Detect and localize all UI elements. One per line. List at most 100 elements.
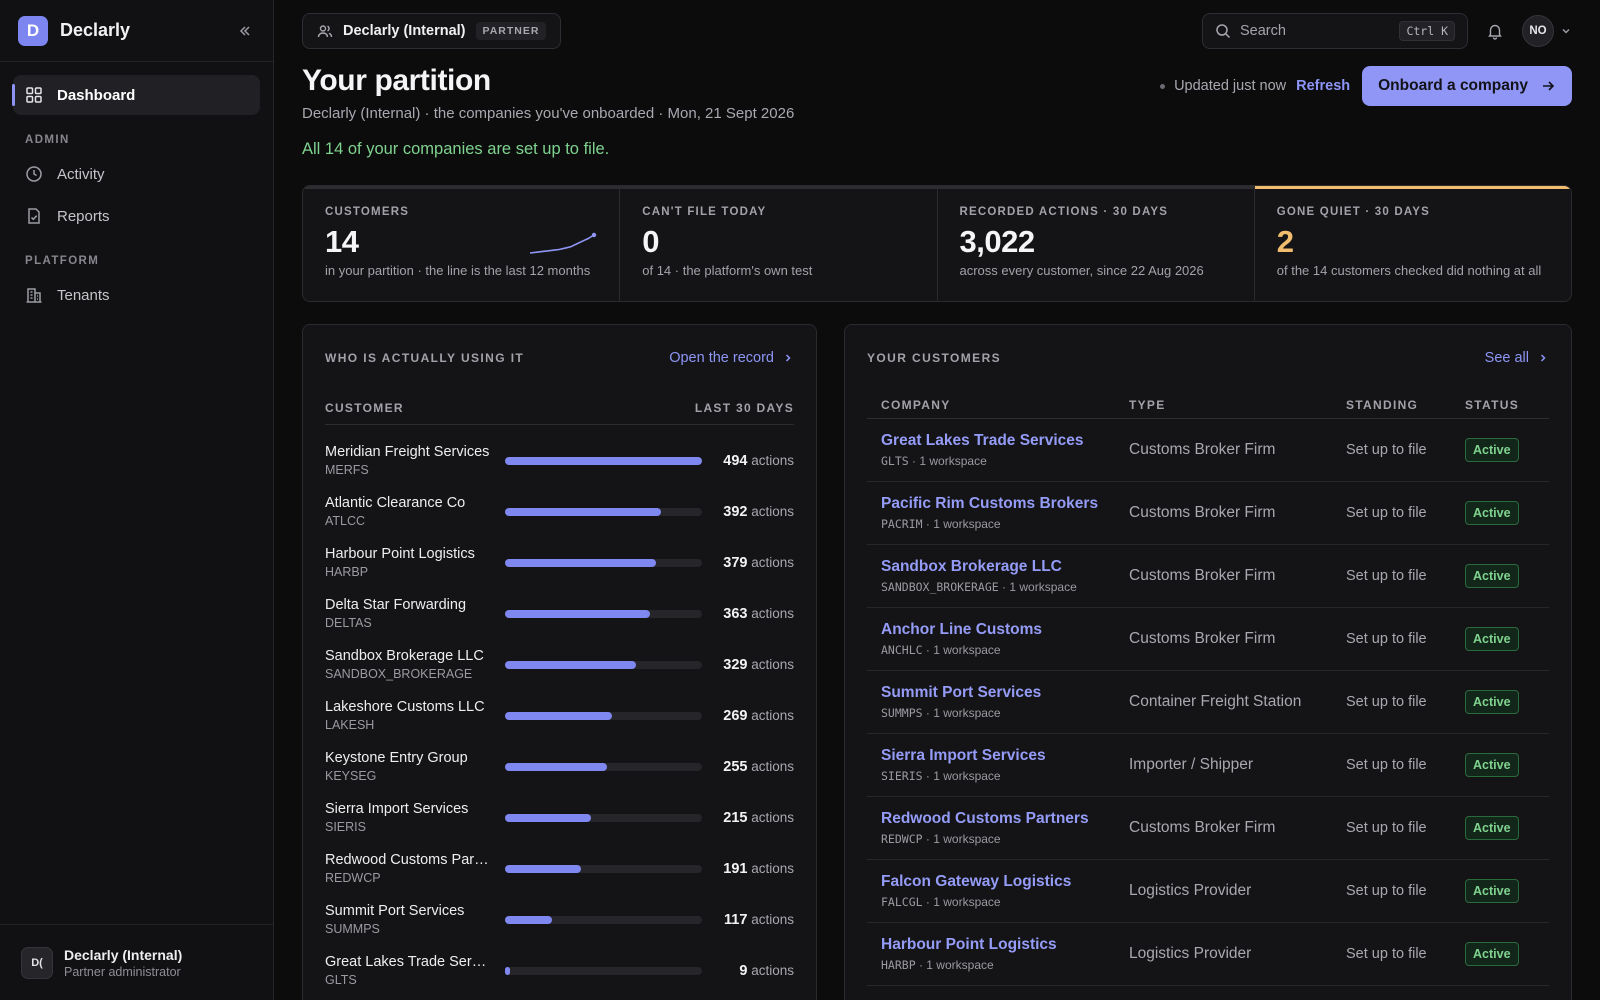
status-badge: Active xyxy=(1465,438,1519,462)
company-name-link[interactable]: Summit Port Services xyxy=(881,684,1042,701)
main-content: Declarly (Internal) PARTNER Search Ctrl … xyxy=(274,0,1600,1000)
company-name-link[interactable]: Harbour Point Logistics xyxy=(881,936,1057,953)
stat-recorded-actions: RECORDED ACTIONS · 30 DAYS 3,022 across … xyxy=(937,186,1255,301)
usage-bar-track xyxy=(505,660,702,669)
refresh-link[interactable]: Refresh xyxy=(1296,78,1351,94)
company-name-link[interactable]: Falcon Gateway Logistics xyxy=(881,873,1072,890)
table-row[interactable]: Harbour Point Logistics HARBP · 1 workspa… xyxy=(867,923,1549,986)
usage-count-unit: actions xyxy=(751,452,794,468)
chevron-down-icon[interactable] xyxy=(1560,25,1572,37)
company-standing: Set up to file xyxy=(1346,631,1427,647)
company-type: Container Freight Station xyxy=(1129,693,1302,710)
usage-customer-name: Delta Star Forwarding xyxy=(325,597,467,613)
usage-bar-track xyxy=(505,609,702,618)
workspace-switcher[interactable]: Declarly (Internal) PARTNER xyxy=(302,13,562,49)
sidebar-item-activity[interactable]: Activity xyxy=(13,154,260,194)
usage-row[interactable]: Sierra Import Services SIERIS 215 actions xyxy=(325,792,794,843)
company-name-link[interactable]: Anchor Line Customs xyxy=(881,621,1043,638)
usage-row[interactable]: Sandbox Brokerage LLC SANDBOX_BROKERAGE 32… xyxy=(325,639,794,690)
stat-label: CUSTOMERS xyxy=(325,206,410,218)
account-avatar[interactable]: NO xyxy=(1522,15,1554,47)
company-meta: ANCHLC · 1 workspace xyxy=(881,643,1001,657)
sidebar-item-tenants[interactable]: Tenants xyxy=(13,275,260,315)
usage-customer: Harbour Point Logistics HARBP xyxy=(325,546,505,579)
table-row[interactable]: Anchor Line Customs ANCHLC · 1 workspace C… xyxy=(867,608,1549,671)
company-standing: Set up to file xyxy=(1346,946,1427,962)
usage-count: 363 actions xyxy=(714,606,794,622)
status-cell: Active xyxy=(1465,690,1545,714)
usage-row[interactable]: Delta Star Forwarding DELTAS 363 actions xyxy=(325,588,794,639)
stat-label: GONE QUIET · 30 DAYS xyxy=(1276,206,1431,218)
usage-customer-code: HARBP xyxy=(325,565,369,579)
search-icon xyxy=(1215,23,1231,39)
company-name-link[interactable]: Redwood Customs Partners xyxy=(881,810,1089,827)
usage-bar-track xyxy=(505,915,702,924)
usage-row[interactable]: Atlantic Clearance Co ATLCC 392 actions xyxy=(325,486,794,537)
company-type: Importer / Shipper xyxy=(1129,756,1254,773)
company-type: Customs Broker Firm xyxy=(1129,441,1276,458)
user-role: Partner administrator xyxy=(64,964,181,979)
table-row[interactable]: Great Lakes Trade Services GLTS · 1 works… xyxy=(867,419,1549,482)
user-avatar: D( xyxy=(21,946,53,979)
onboard-company-button[interactable]: Onboard a company xyxy=(1362,66,1572,106)
open-record-link[interactable]: Open the record xyxy=(669,350,794,366)
usage-customer-name: Sandbox Brokerage LLC xyxy=(325,648,484,664)
usage-customer-code: DELTAS xyxy=(325,616,372,630)
search-input[interactable]: Search Ctrl K xyxy=(1202,13,1468,49)
company-type: Customs Broker Firm xyxy=(1129,567,1276,584)
table-row[interactable]: Redwood Customs Partners REDWCP · 1 works… xyxy=(867,797,1549,860)
status-cell: Active xyxy=(1465,879,1545,903)
company-name-link[interactable]: Sierra Import Services xyxy=(881,747,1046,764)
usage-row[interactable]: Summit Port Services SUMMPS 117 actions xyxy=(325,894,794,945)
table-row[interactable]: Falcon Gateway Logistics FALCGL · 1 works… xyxy=(867,860,1549,923)
usage-customer-name: Lakeshore Customs LLC xyxy=(325,699,485,715)
usage-bar-track xyxy=(505,456,702,465)
sidebar-item-reports[interactable]: Reports xyxy=(13,196,260,236)
company-code: SANDBOX_BROKERAGE xyxy=(881,580,999,594)
sidebar-item-dashboard[interactable]: Dashboard xyxy=(12,75,260,115)
company-name-link[interactable]: Pacific Rim Customs Brokers xyxy=(881,495,1099,512)
usage-count: 191 actions xyxy=(714,861,794,877)
search-placeholder: Search xyxy=(1240,23,1286,39)
company-code: ANCHLC xyxy=(881,643,923,657)
topbar-actions: Search Ctrl K NO xyxy=(1202,13,1572,49)
usage-bar-track xyxy=(505,813,702,822)
usage-count-value: 269 xyxy=(723,707,748,724)
company-standing: Set up to file xyxy=(1346,883,1427,899)
usage-row[interactable]: Redwood Customs Partners REDWCP 191 action… xyxy=(325,843,794,894)
usage-bar-track xyxy=(505,558,702,567)
usage-count: 9 actions xyxy=(714,963,794,979)
usage-row[interactable]: Meridian Freight Services MERFS 494 action… xyxy=(325,435,794,486)
usage-row[interactable]: Harbour Point Logistics HARBP 379 actions xyxy=(325,537,794,588)
sidebar-item-label: Tenants xyxy=(57,286,110,304)
header-actions: Updated just now Refresh Onboard a compa… xyxy=(1160,66,1572,106)
usage-row[interactable]: Keystone Entry Group KEYSEG 255 actions xyxy=(325,741,794,792)
current-user[interactable]: D( Declarly (Internal) Partner administr… xyxy=(0,924,273,1000)
table-row[interactable]: Sierra Import Services SIERIS · 1 workspa… xyxy=(867,734,1549,797)
company-name-link[interactable]: Sandbox Brokerage LLC xyxy=(881,558,1062,575)
status-badge: Active xyxy=(1465,753,1519,777)
table-row[interactable]: Pacific Rim Customs Brokers PACRIM · 1 wo… xyxy=(867,482,1549,545)
onboard-label: Onboard a company xyxy=(1378,77,1528,94)
brand-name: Declarly xyxy=(60,20,131,40)
see-all-link[interactable]: See all xyxy=(1485,350,1549,366)
usage-row[interactable]: Great Lakes Trade Services GLTS 9 actions xyxy=(325,945,794,996)
collapse-sidebar-icon[interactable] xyxy=(235,21,255,41)
customers-panel-title: YOUR CUSTOMERS xyxy=(867,351,1002,365)
brand-logo[interactable]: D xyxy=(18,15,48,46)
customers-sparkline xyxy=(530,232,597,254)
usage-count: 494 actions xyxy=(714,453,794,469)
usage-bar xyxy=(505,762,607,771)
company-workspaces: 1 workspace xyxy=(933,895,1001,909)
company-name-link[interactable]: Great Lakes Trade Services xyxy=(881,432,1084,449)
table-row[interactable]: Sandbox Brokerage LLC SANDBOX_BROKERAGE ·… xyxy=(867,545,1549,608)
usage-row[interactable]: Lakeshore Customs LLC LAKESH 269 actions xyxy=(325,690,794,741)
bell-icon[interactable] xyxy=(1486,22,1504,40)
table-row[interactable]: Summit Port Services SUMMPS · 1 workspace… xyxy=(867,671,1549,734)
company-meta: PACRIM · 1 workspace xyxy=(881,517,1001,531)
usage-count: 329 actions xyxy=(714,657,794,673)
status-badge: Active xyxy=(1465,501,1519,525)
company-meta: SIERIS · 1 workspace xyxy=(881,769,1001,783)
status-badge: Active xyxy=(1465,564,1519,588)
usage-row[interactable]: Pacific Rim Customs BrokersPACRIM0 actio… xyxy=(325,996,794,1000)
